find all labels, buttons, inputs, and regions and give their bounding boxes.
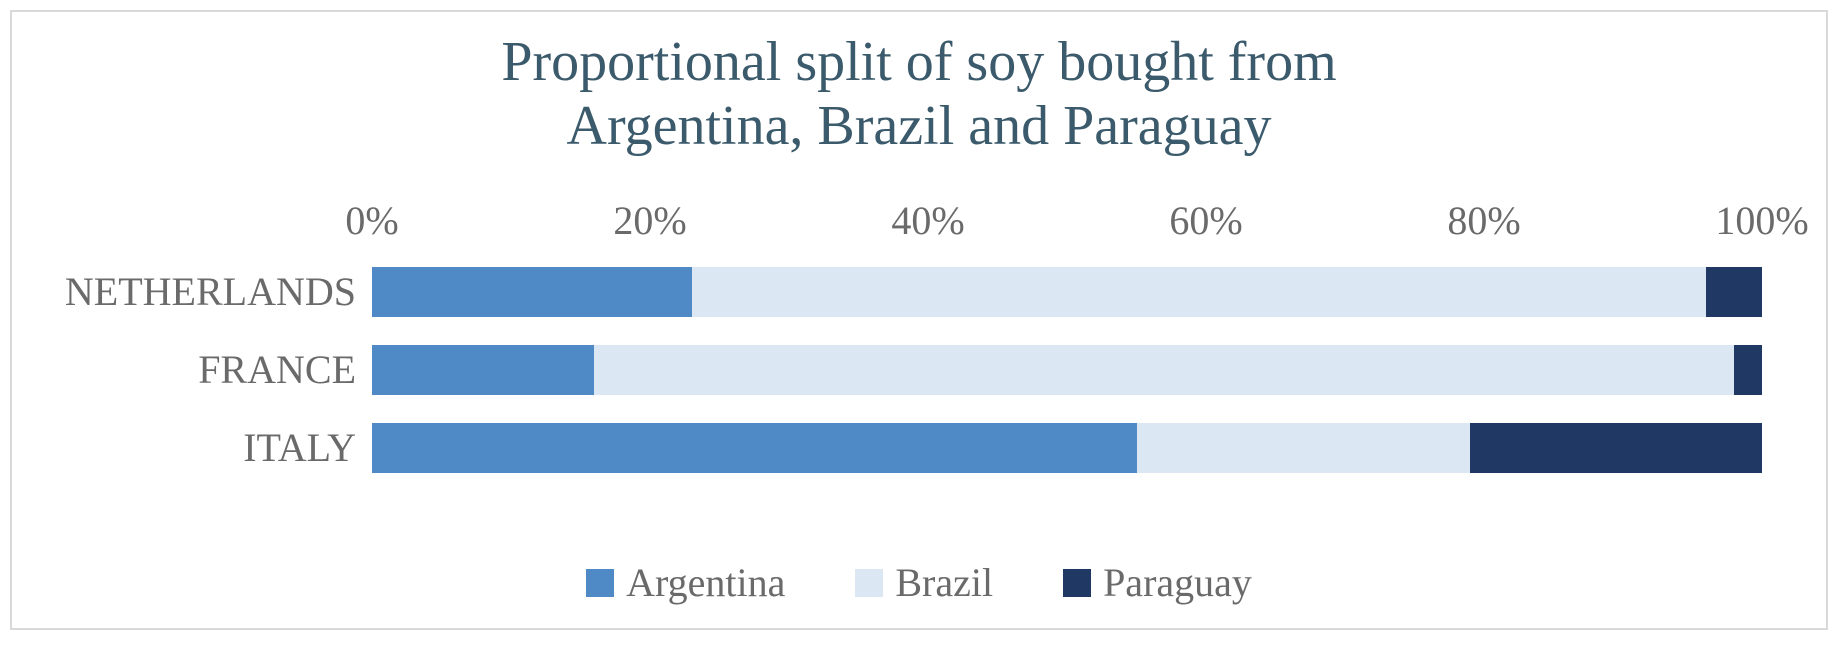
- bar-netherlands-paraguay: [1706, 267, 1762, 317]
- legend-swatch-argentina: [586, 569, 614, 597]
- bar-netherlands: [372, 267, 1762, 317]
- plot-area: [372, 252, 1762, 492]
- bar-italy-paraguay: [1470, 423, 1762, 473]
- chart-frame: Proportional split of soy bought from Ar…: [10, 10, 1828, 630]
- legend-label-brazil: Brazil: [895, 559, 993, 606]
- bar-france-paraguay: [1734, 345, 1762, 395]
- category-label-netherlands: NETHERLANDS: [6, 272, 356, 312]
- chart-title: Proportional split of soy bought from Ar…: [12, 12, 1826, 159]
- bar-france: [372, 345, 1762, 395]
- bar-italy-argentina: [372, 423, 1137, 473]
- bar-italy: [372, 423, 1762, 473]
- chart-title-line2: Argentina, Brazil and Paraguay: [567, 95, 1272, 157]
- legend-label-paraguay: Paraguay: [1103, 559, 1252, 606]
- legend: Argentina Brazil Paraguay: [12, 559, 1826, 606]
- x-tick-80: 80%: [1447, 197, 1520, 244]
- bar-netherlands-argentina: [372, 267, 692, 317]
- x-tick-20: 20%: [613, 197, 686, 244]
- category-label-italy: ITALY: [6, 428, 356, 468]
- bar-france-argentina: [372, 345, 594, 395]
- legend-swatch-paraguay: [1063, 569, 1091, 597]
- category-label-france: FRANCE: [6, 350, 356, 390]
- bar-italy-brazil: [1137, 423, 1471, 473]
- legend-label-argentina: Argentina: [626, 559, 785, 606]
- x-tick-40: 40%: [891, 197, 964, 244]
- legend-item-paraguay: Paraguay: [1063, 559, 1252, 606]
- x-tick-100: 100%: [1715, 197, 1808, 244]
- x-tick-60: 60%: [1169, 197, 1242, 244]
- legend-item-argentina: Argentina: [586, 559, 785, 606]
- legend-item-brazil: Brazil: [855, 559, 993, 606]
- bar-france-brazil: [594, 345, 1734, 395]
- x-axis-ticks: 0% 20% 40% 60% 80% 100%: [372, 197, 1762, 247]
- bar-netherlands-brazil: [692, 267, 1707, 317]
- x-tick-0: 0%: [345, 197, 398, 244]
- chart-title-line1: Proportional split of soy bought from: [501, 31, 1336, 93]
- legend-swatch-brazil: [855, 569, 883, 597]
